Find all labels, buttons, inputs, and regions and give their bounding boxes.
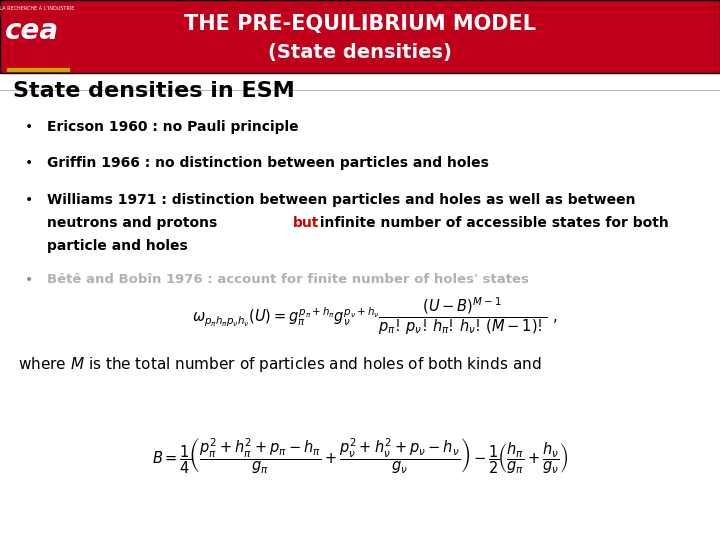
- Text: Bêtê and Bobîn 1976 : account for finite number of holes' states: Bêtê and Bobîn 1976 : account for finite…: [47, 273, 528, 286]
- Text: (State densities): (State densities): [268, 43, 452, 62]
- Text: cea: cea: [5, 17, 60, 45]
- Text: Griffin 1966 : no distinction between particles and holes: Griffin 1966 : no distinction between pa…: [47, 156, 489, 170]
- Text: Williams 1971 : distinction between particles and holes as well as between: Williams 1971 : distinction between part…: [47, 193, 635, 207]
- FancyBboxPatch shape: [0, 0, 720, 73]
- Text: Ericson 1960 : no Pauli principle: Ericson 1960 : no Pauli principle: [47, 120, 298, 134]
- Text: neutrons and protons: neutrons and protons: [47, 216, 222, 230]
- Text: $\omega_{p_\pi h_\pi p_\nu h_\nu}(U) = g_\pi^{p_\pi+h_\pi} g_\nu^{p_\nu+h_\nu} \: $\omega_{p_\pi h_\pi p_\nu h_\nu}(U) = g…: [192, 295, 557, 336]
- Text: THE PRE-EQUILIBRIUM MODEL: THE PRE-EQUILIBRIUM MODEL: [184, 14, 536, 34]
- Text: DE LA RECHERCHE À L'INDUSTRIE: DE LA RECHERCHE À L'INDUSTRIE: [0, 6, 74, 11]
- Text: $B = \dfrac{1}{4}\!\left(\dfrac{p_\pi^2+h_\pi^2+p_\pi-h_\pi}{g_\pi} + \dfrac{p_\: $B = \dfrac{1}{4}\!\left(\dfrac{p_\pi^2+…: [152, 436, 568, 476]
- Text: but: but: [293, 216, 320, 230]
- Text: •: •: [25, 120, 33, 134]
- Text: particle and holes: particle and holes: [47, 239, 187, 253]
- Text: infinite number of accessible states for both: infinite number of accessible states for…: [315, 216, 668, 230]
- Text: •: •: [25, 193, 33, 207]
- Text: •: •: [25, 273, 33, 287]
- Text: State densities in ESM: State densities in ESM: [13, 81, 294, 101]
- Text: where $M$ is the total number of particles and holes of both kinds and: where $M$ is the total number of particl…: [18, 355, 541, 374]
- Text: •: •: [25, 156, 33, 170]
